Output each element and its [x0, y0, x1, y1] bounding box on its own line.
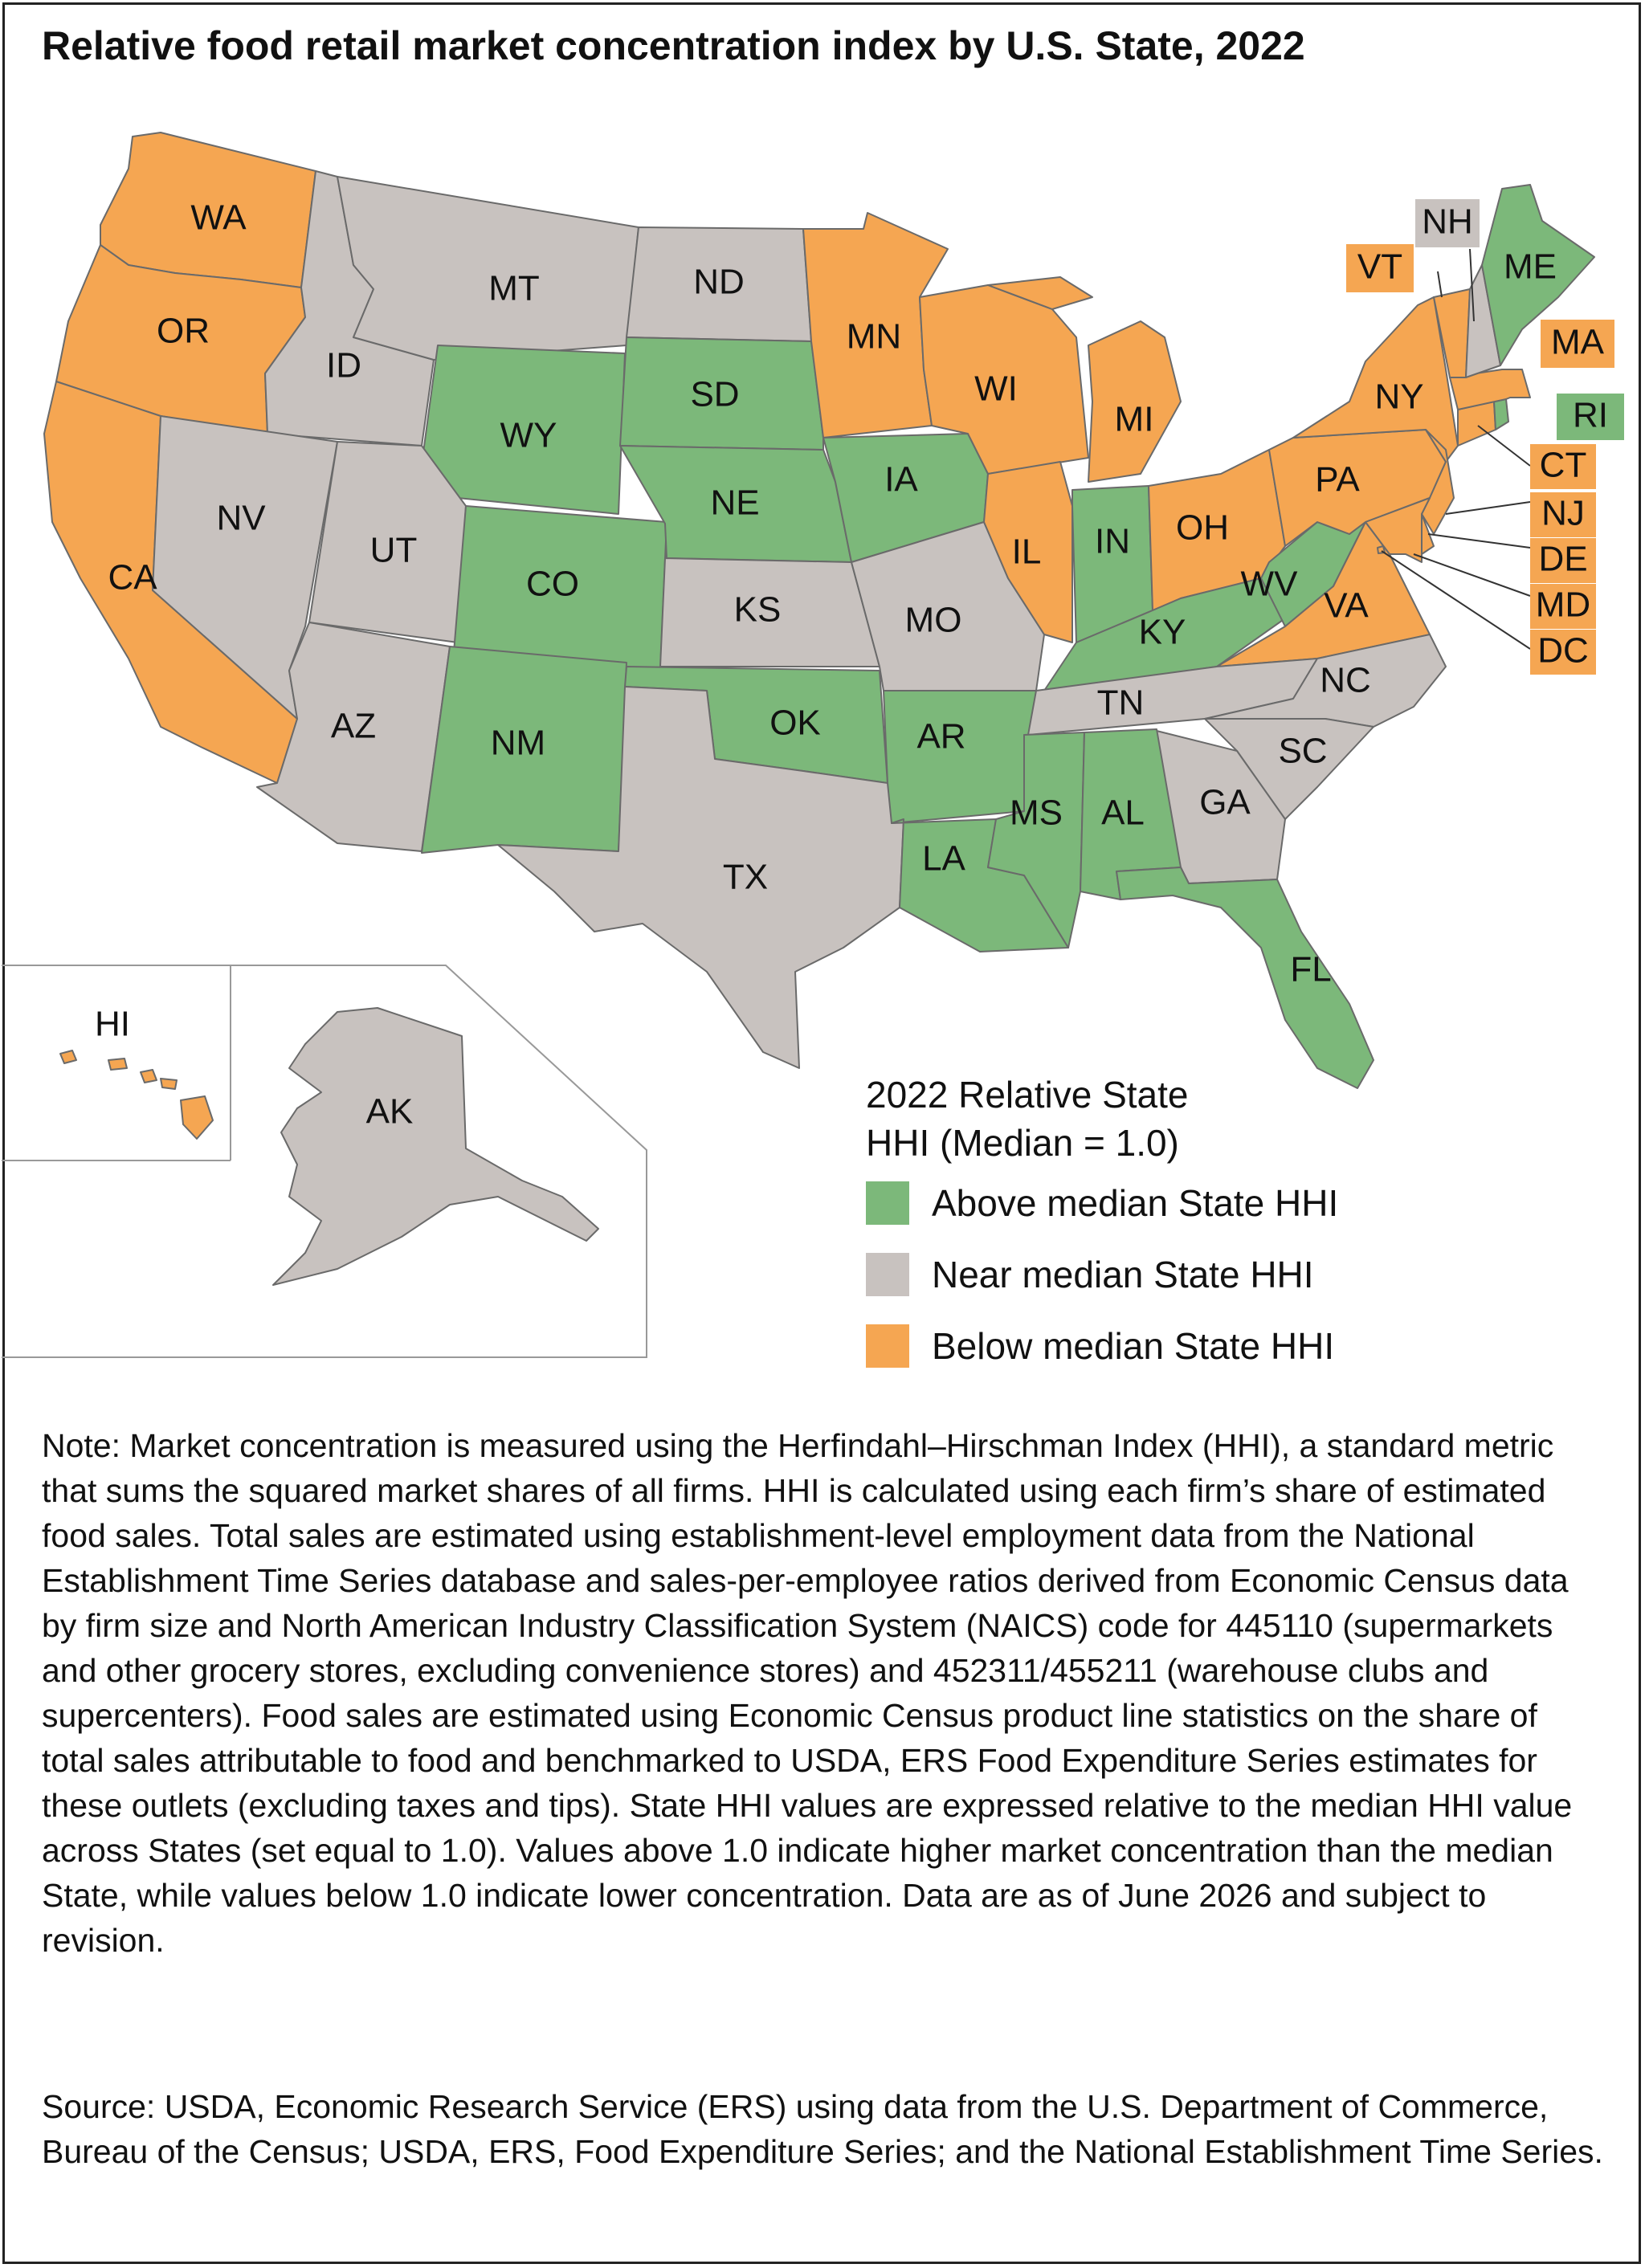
us-state-map: WA OR CA ID NV MT WY UT AZ CO NM ND SD N… [2, 132, 1624, 1358]
label-NJ: NJ [1541, 494, 1585, 533]
label-NV: NV [216, 499, 266, 538]
label-TN: TN [1097, 683, 1145, 723]
label-IL: IL [1012, 532, 1042, 572]
label-AR: AR [916, 717, 965, 757]
label-CO: CO [526, 565, 579, 604]
boxed-labels [1346, 199, 1624, 675]
label-KY: KY [1139, 613, 1186, 652]
label-VA: VA [1324, 586, 1369, 626]
label-MI: MI [1115, 400, 1154, 439]
label-KS: KS [734, 590, 782, 630]
inset-frame [2, 965, 647, 1358]
leader-lines [1381, 248, 1531, 650]
label-AZ: AZ [331, 707, 376, 746]
label-NE: NE [710, 483, 759, 523]
label-MT: MT [488, 269, 540, 308]
map-title: Relative food retail market concentratio… [42, 23, 1305, 68]
label-NY: NY [1374, 377, 1423, 417]
label-DE: DE [1538, 540, 1587, 579]
label-NM: NM [491, 724, 545, 763]
label-GA: GA [1199, 783, 1251, 822]
state-TX[interactable] [497, 686, 904, 1069]
label-AK: AK [366, 1092, 414, 1132]
label-OR: OR [157, 312, 210, 351]
label-ME: ME [1504, 247, 1557, 287]
legend-swatch-below [866, 1324, 909, 1368]
label-HI: HI [95, 1005, 130, 1044]
label-box-RI [1557, 394, 1624, 440]
label-MN: MN [847, 317, 901, 357]
state-MD[interactable] [1365, 497, 1431, 563]
legend-label-above: Above median State HHI [932, 1182, 1339, 1224]
label-ID: ID [326, 346, 361, 385]
state-WY[interactable] [417, 345, 626, 515]
state-NJ[interactable] [1421, 429, 1455, 535]
label-OK: OK [769, 704, 821, 743]
label-IA: IA [884, 460, 918, 500]
label-box-NJ [1530, 492, 1596, 537]
state-RI[interactable] [1493, 398, 1509, 430]
label-box-DC [1530, 630, 1596, 675]
note-text: Note: Market concentration is measured u… [42, 1427, 1573, 1959]
label-DC: DC [1537, 631, 1589, 671]
label-IN: IN [1095, 522, 1130, 561]
legend-item-above: Above median State HHI [866, 1181, 1338, 1226]
label-RI: RI [1573, 396, 1608, 435]
state-ME[interactable] [1481, 184, 1595, 366]
label-MS: MS [1010, 793, 1063, 833]
label-FL: FL [1290, 950, 1331, 989]
label-SD: SD [690, 375, 739, 414]
legend-swatch-near [866, 1253, 909, 1296]
label-UT: UT [370, 531, 418, 570]
label-box-VT [1346, 244, 1414, 292]
label-WY: WY [500, 416, 557, 455]
state-MA[interactable] [1449, 369, 1531, 410]
label-TX: TX [723, 858, 768, 897]
label-VT: VT [1357, 247, 1402, 287]
state-IL[interactable] [983, 461, 1073, 643]
source-text: Source: USDA, Economic Research Service … [42, 2088, 1603, 2170]
label-PA: PA [1315, 460, 1360, 500]
state-AK[interactable] [272, 1007, 599, 1286]
legend-swatch-above [866, 1181, 909, 1225]
legend-title: 2022 Relative State HHI (Median = 1.0) [866, 1071, 1189, 1167]
label-box-MD [1530, 584, 1596, 629]
label-box-DE [1530, 538, 1596, 583]
label-SC: SC [1278, 732, 1327, 771]
label-MA: MA [1551, 323, 1605, 362]
label-CA: CA [108, 558, 157, 598]
label-CT: CT [1540, 446, 1587, 485]
label-box-MA [1541, 320, 1614, 368]
label-box-NH [1415, 199, 1480, 247]
label-NC: NC [1320, 661, 1371, 700]
legend-label-near: Near median State HHI [932, 1254, 1314, 1295]
state-FL[interactable] [1116, 867, 1374, 1089]
label-ND: ND [693, 263, 745, 302]
label-WA: WA [190, 198, 247, 238]
label-WI: WI [974, 369, 1018, 409]
legend-title-line2: HHI (Median = 1.0) [866, 1122, 1179, 1164]
legend-title-line1: 2022 Relative State [866, 1074, 1189, 1116]
label-WV: WV [1241, 565, 1299, 604]
label-OH: OH [1176, 508, 1229, 548]
state-SD[interactable] [619, 337, 824, 451]
legend-item-below: Below median State HHI [866, 1324, 1334, 1369]
label-AL: AL [1101, 793, 1145, 833]
state-MI[interactable] [987, 276, 1182, 483]
label-MD: MD [1536, 585, 1590, 625]
state-AR[interactable] [883, 690, 1037, 824]
label-MO: MO [905, 601, 962, 640]
label-NH: NH [1422, 202, 1473, 242]
state-HI[interactable] [59, 1050, 214, 1140]
label-LA: LA [922, 839, 965, 879]
label-box-CT [1530, 444, 1596, 489]
legend-item-near: Near median State HHI [866, 1252, 1314, 1297]
legend-label-below: Below median State HHI [932, 1325, 1335, 1367]
